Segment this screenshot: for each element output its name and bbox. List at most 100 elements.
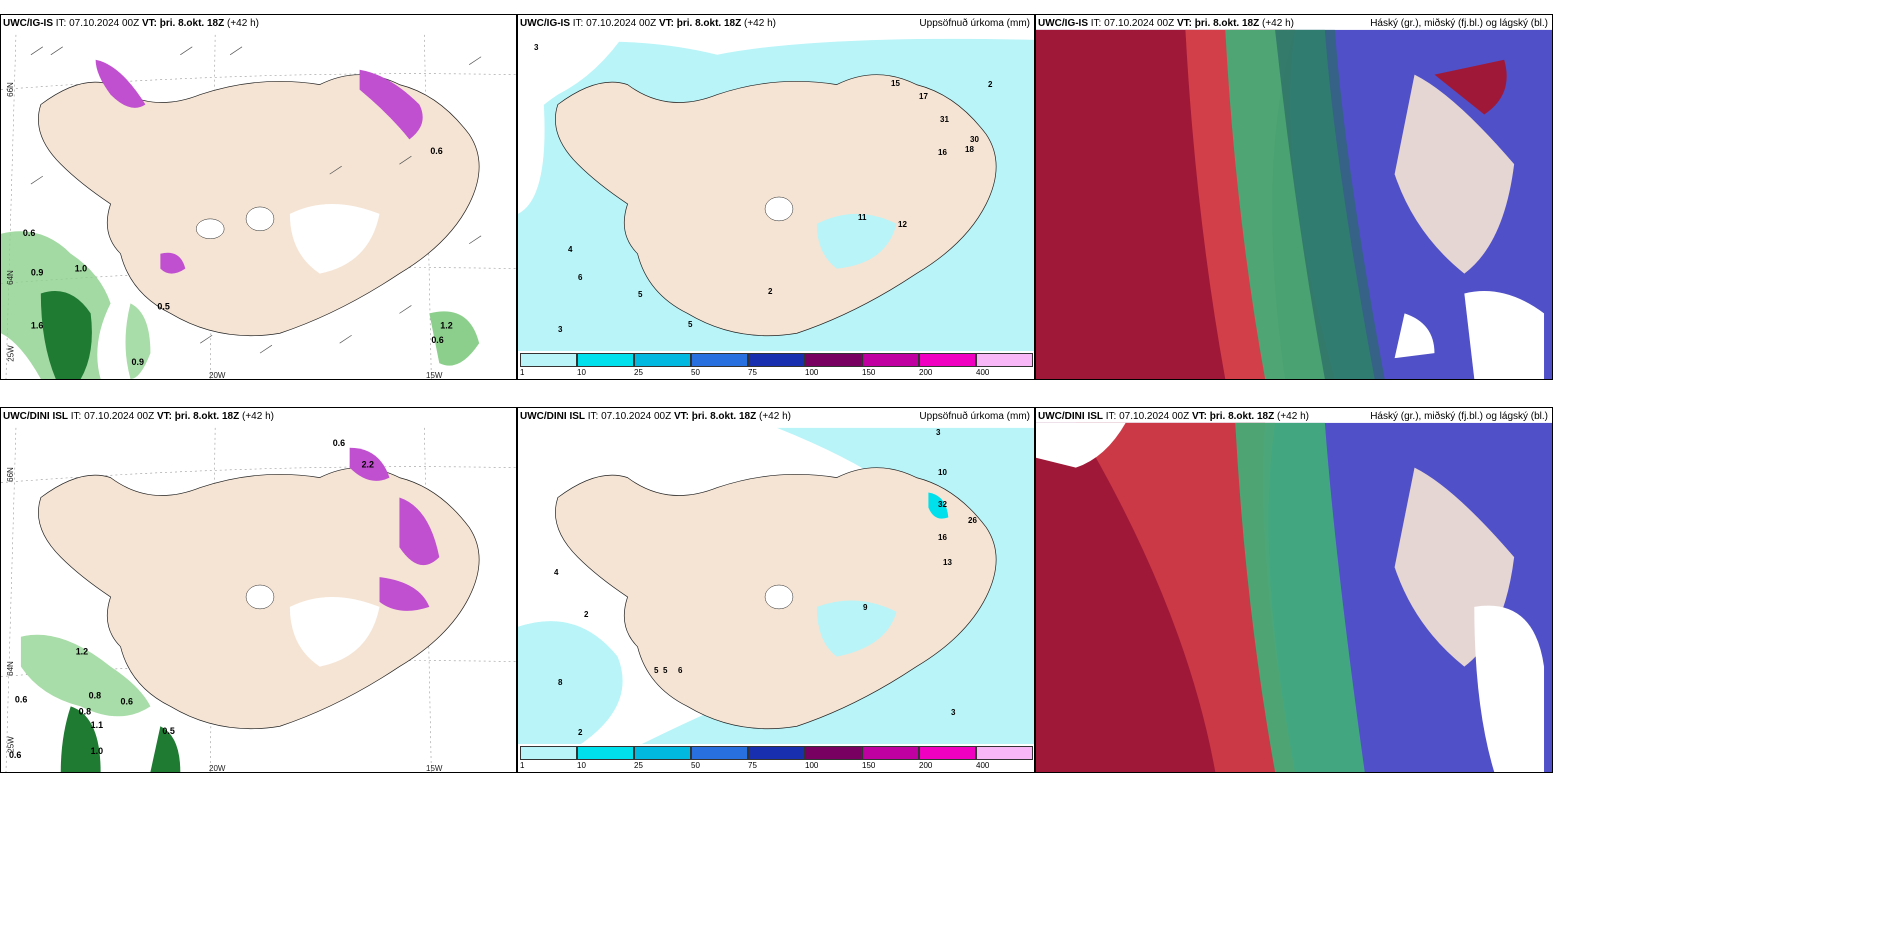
precip-value: 3 xyxy=(936,428,941,437)
svg-text:0.6: 0.6 xyxy=(15,694,27,704)
precip-value: 30 xyxy=(970,135,979,144)
colorbar-tick: 1 xyxy=(520,368,525,377)
precip-value: 2 xyxy=(578,728,583,737)
valid-label: VT: xyxy=(1176,18,1192,29)
panel-header: UWC/IG-IS IT: 07.10.2024 00Z VT: þri. 8.… xyxy=(520,18,776,29)
colorbar-swatch xyxy=(976,353,1033,367)
colorbar-tick: 400 xyxy=(976,368,990,377)
precip-value: 17 xyxy=(919,92,928,101)
precip-value: 15 xyxy=(891,79,900,88)
panel-title: Uppsöfnuð úrkoma (mm) xyxy=(919,411,1030,422)
precip-value: 5 xyxy=(663,666,668,675)
wind-precip-map: 0.62.21.2 0.6 0.80.6 0.81.10.5 1.00.6 xyxy=(1,427,516,772)
svg-text:0.5: 0.5 xyxy=(157,301,169,311)
colorbar-tick: 25 xyxy=(634,368,643,377)
svg-text:0.5: 0.5 xyxy=(162,726,174,736)
colorbar-swatch xyxy=(520,746,577,760)
lat-label-66: 66N xyxy=(5,82,15,97)
cloud-map xyxy=(1036,29,1552,379)
panel-title: Háský (gr.), miðský (fj.bl.) og lágský (… xyxy=(1370,411,1548,422)
lon-label-15: 15W xyxy=(426,371,443,380)
colorbar-tick: 50 xyxy=(691,761,700,770)
colorbar-swatch xyxy=(577,353,634,367)
valid-time: þri. 8.okt. 18Z xyxy=(1194,18,1260,29)
valid-label: VT: xyxy=(156,411,172,422)
svg-text:1.6: 1.6 xyxy=(31,320,43,330)
precip-map xyxy=(518,29,1034,354)
svg-text:0.9: 0.9 xyxy=(31,268,43,278)
precip-value: 4 xyxy=(568,245,573,254)
svg-text:1.0: 1.0 xyxy=(91,746,103,756)
model-name: UWC/DINI ISL xyxy=(1038,411,1103,422)
lat-label-64: 64N xyxy=(5,661,15,676)
panel-title: Uppsöfnuð úrkoma (mm) xyxy=(919,18,1030,29)
panel-header: UWC/DINI ISL IT: 07.10.2024 00Z VT: þri.… xyxy=(1038,411,1309,422)
lead-time: (+42 h) xyxy=(744,18,776,29)
valid-time: þri. 8.okt. 18Z xyxy=(1209,411,1275,422)
colorbar-tick: 75 xyxy=(748,368,757,377)
valid-label: VT: xyxy=(673,411,689,422)
panel-header: UWC/IG-IS IT: 07.10.2024 00Z VT: þri. 8.… xyxy=(3,18,259,29)
precip-value: 11 xyxy=(858,213,867,222)
precip-value: 12 xyxy=(898,220,907,229)
colorbar-tick: 25 xyxy=(634,761,643,770)
svg-text:1.1: 1.1 xyxy=(91,720,103,730)
svg-text:0.8: 0.8 xyxy=(89,690,101,700)
lat-label-66: 66N xyxy=(5,467,15,482)
lead-time: (+42 h) xyxy=(1277,411,1309,422)
lead-time: (+42 h) xyxy=(1262,18,1294,29)
map-panel-bottom-left: UWC/DINI ISL IT: 07.10.2024 00Z VT: þri.… xyxy=(0,407,517,773)
map-panel-bottom-middle: UWC/DINI ISL IT: 07.10.2024 00Z VT: þri.… xyxy=(517,407,1035,773)
panel-header: UWC/DINI ISL IT: 07.10.2024 00Z VT: þri.… xyxy=(3,411,274,422)
colorbar-tick: 10 xyxy=(577,761,586,770)
colorbar-swatch xyxy=(862,746,919,760)
svg-text:0.9: 0.9 xyxy=(131,357,143,367)
valid-time: þri. 8.okt. 18Z xyxy=(174,411,240,422)
precip-value: 5 xyxy=(688,320,693,329)
svg-text:2.2: 2.2 xyxy=(362,460,374,470)
lon-label-15: 15W xyxy=(426,764,443,773)
init-time: IT: 07.10.2024 00Z xyxy=(1090,18,1175,29)
svg-text:1.2: 1.2 xyxy=(76,647,88,657)
precip-value: 5 xyxy=(654,666,659,675)
colorbar-swatch xyxy=(919,746,976,760)
colorbar-swatch xyxy=(748,353,805,367)
valid-label: VT: xyxy=(658,18,674,29)
colorbar-swatch xyxy=(634,353,691,367)
colorbar-swatch xyxy=(577,746,634,760)
map-panel-top-right: UWC/IG-IS IT: 07.10.2024 00Z VT: þri. 8.… xyxy=(1035,14,1553,380)
precip-value: 10 xyxy=(938,468,947,477)
panel-header: UWC/DINI ISL IT: 07.10.2024 00Z VT: þri.… xyxy=(520,411,791,422)
colorbar-tick: 200 xyxy=(919,368,933,377)
svg-text:0.6: 0.6 xyxy=(333,438,345,448)
precip-value: 8 xyxy=(558,678,563,687)
valid-time: þri. 8.okt. 18Z xyxy=(691,411,757,422)
model-name: UWC/IG-IS xyxy=(3,18,53,29)
precip-value: 2 xyxy=(988,80,993,89)
map-panel-top-middle: UWC/IG-IS IT: 07.10.2024 00Z VT: þri. 8.… xyxy=(517,14,1035,380)
precip-value: 13 xyxy=(943,558,952,567)
colorbar-tick: 50 xyxy=(691,368,700,377)
precip-colorbar: 1 10 25 50 75 100 150 200 400 xyxy=(518,744,1034,772)
model-name: UWC/IG-IS xyxy=(1038,18,1088,29)
precip-colorbar: 1 10 25 50 75 100 150 200 400 xyxy=(518,351,1034,379)
precip-value: 6 xyxy=(678,666,683,675)
panel-header: UWC/IG-IS IT: 07.10.2024 00Z VT: þri. 8.… xyxy=(1038,18,1294,29)
wind-precip-map: 0.6 0.9 1.0 0.5 0.9 1.2 0.6 0.6 1.6 xyxy=(1,34,516,379)
colorbar-swatch xyxy=(919,353,976,367)
precip-value: 31 xyxy=(940,115,949,124)
precip-value: 18 xyxy=(965,145,974,154)
lat-label-64: 64N xyxy=(5,270,15,285)
colorbar-tick: 150 xyxy=(862,368,876,377)
lead-time: (+42 h) xyxy=(227,18,259,29)
precip-map xyxy=(518,422,1034,747)
colorbar-tick: 100 xyxy=(805,761,819,770)
colorbar-tick: 200 xyxy=(919,761,933,770)
precip-value: 16 xyxy=(938,148,947,157)
cloud-map xyxy=(1036,422,1552,772)
svg-text:0.6: 0.6 xyxy=(430,146,442,156)
colorbar-tick: 100 xyxy=(805,368,819,377)
panel-title: Háský (gr.), miðský (fj.bl.) og lágský (… xyxy=(1370,18,1548,29)
colorbar-tick: 1 xyxy=(520,761,525,770)
svg-text:0.6: 0.6 xyxy=(121,696,133,706)
